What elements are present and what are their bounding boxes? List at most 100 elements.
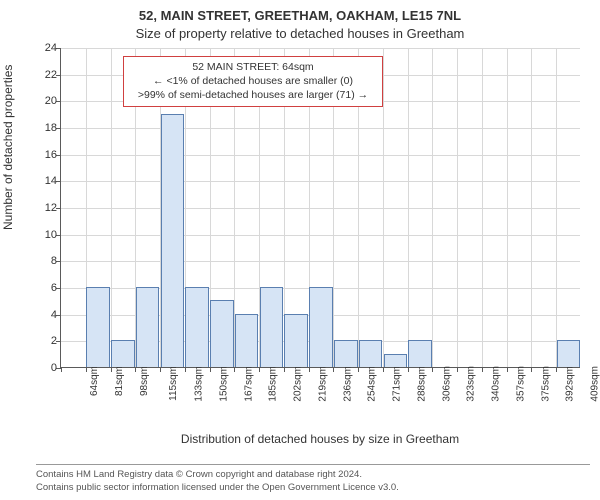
xtick-label: 409sqm	[590, 366, 600, 402]
xtick-label: 167sqm	[243, 366, 254, 402]
histogram-bar	[111, 340, 135, 367]
chart-title-line-1: 52, MAIN STREET, GREETHAM, OAKHAM, LE15 …	[0, 8, 600, 23]
histogram-bar	[235, 314, 259, 367]
plot-axes: 02468101214161820222464sqm81sqm98sqm115s…	[60, 48, 580, 368]
xtick-label: 219sqm	[317, 366, 328, 402]
gridline-v	[457, 48, 458, 367]
xtick-label: 288sqm	[416, 366, 427, 402]
attribution-footer: Contains HM Land Registry data © Crown c…	[36, 464, 590, 494]
xtick-label: 375sqm	[540, 366, 551, 402]
ytick-label: 8	[33, 255, 57, 267]
xtick-mark	[309, 367, 310, 372]
histogram-bar	[210, 300, 234, 367]
ytick-label: 14	[33, 175, 57, 187]
histogram-bar	[260, 287, 284, 367]
histogram-bar	[557, 340, 581, 367]
histogram-bar	[136, 287, 160, 367]
xtick-mark	[234, 367, 235, 372]
y-axis-label: Number of detached properties	[1, 65, 15, 230]
histogram-bar	[334, 340, 358, 367]
xtick-label: 236sqm	[342, 366, 353, 402]
xtick-mark	[284, 367, 285, 372]
xtick-label: 271sqm	[392, 366, 403, 402]
gridline-h	[61, 235, 580, 236]
ytick-label: 16	[33, 149, 57, 161]
xtick-mark	[61, 367, 62, 372]
gridline-h	[61, 155, 580, 156]
histogram-bar	[161, 114, 185, 367]
xtick-mark	[531, 367, 532, 372]
ytick-label: 20	[33, 95, 57, 107]
histogram-bar	[284, 314, 308, 367]
histogram-bar	[86, 287, 110, 367]
xtick-mark	[185, 367, 186, 372]
callout-line-3: >99% of semi-detached houses are larger …	[130, 88, 376, 102]
gridline-v	[432, 48, 433, 367]
xtick-label: 323sqm	[466, 366, 477, 402]
xtick-label: 115sqm	[168, 366, 179, 401]
histogram-bar	[359, 340, 383, 367]
callout-box: 52 MAIN STREET: 64sqm← <1% of detached h…	[123, 56, 383, 107]
xtick-label: 357sqm	[516, 366, 527, 402]
ytick-label: 6	[33, 282, 57, 294]
gridline-v	[531, 48, 532, 367]
gridline-v	[556, 48, 557, 367]
xtick-mark	[86, 367, 87, 372]
histogram-bar	[408, 340, 432, 367]
xtick-mark	[358, 367, 359, 372]
xtick-mark	[135, 367, 136, 372]
callout-line-2: ← <1% of detached houses are smaller (0)	[130, 74, 376, 88]
ytick-label: 2	[33, 335, 57, 347]
footer-line-1: Contains HM Land Registry data © Crown c…	[36, 469, 590, 481]
gridline-h	[61, 261, 580, 262]
xtick-mark	[408, 367, 409, 372]
xtick-label: 81sqm	[114, 366, 125, 396]
gridline-v	[507, 48, 508, 367]
xtick-label: 185sqm	[268, 366, 279, 402]
ytick-label: 4	[33, 309, 57, 321]
chart-title-line-2: Size of property relative to detached ho…	[0, 26, 600, 41]
xtick-label: 133sqm	[194, 366, 205, 402]
gridline-v	[482, 48, 483, 367]
plot-area: 02468101214161820222464sqm81sqm98sqm115s…	[60, 48, 580, 368]
xtick-label: 306sqm	[441, 366, 452, 402]
xtick-mark	[556, 367, 557, 372]
gridline-h	[61, 48, 580, 49]
histogram-bar	[309, 287, 333, 367]
gridline-v	[111, 48, 112, 367]
xtick-mark	[259, 367, 260, 372]
xtick-label: 202sqm	[293, 366, 304, 402]
xtick-label: 64sqm	[89, 366, 100, 396]
xtick-label: 98sqm	[139, 366, 150, 396]
callout-line-1: 52 MAIN STREET: 64sqm	[130, 60, 376, 74]
gridline-h	[61, 181, 580, 182]
xtick-mark	[210, 367, 211, 372]
xtick-mark	[482, 367, 483, 372]
ytick-label: 0	[33, 362, 57, 374]
ytick-label: 10	[33, 229, 57, 241]
xtick-label: 340sqm	[491, 366, 502, 402]
ytick-label: 18	[33, 122, 57, 134]
footer-line-2: Contains public sector information licen…	[36, 482, 590, 494]
histogram-bar	[384, 354, 408, 367]
xtick-mark	[383, 367, 384, 372]
xtick-label: 254sqm	[367, 366, 378, 402]
xtick-mark	[457, 367, 458, 372]
gridline-h	[61, 208, 580, 209]
xtick-mark	[432, 367, 433, 372]
gridline-v	[408, 48, 409, 367]
ytick-label: 24	[33, 42, 57, 54]
gridline-h	[61, 128, 580, 129]
x-axis-label: Distribution of detached houses by size …	[60, 432, 580, 446]
xtick-mark	[160, 367, 161, 372]
xtick-mark	[507, 367, 508, 372]
xtick-label: 150sqm	[218, 366, 229, 402]
xtick-mark	[333, 367, 334, 372]
ytick-label: 22	[33, 69, 57, 81]
xtick-label: 392sqm	[565, 366, 576, 402]
gridline-v	[383, 48, 384, 367]
ytick-label: 12	[33, 202, 57, 214]
chart-container: 52, MAIN STREET, GREETHAM, OAKHAM, LE15 …	[0, 0, 600, 500]
xtick-mark	[111, 367, 112, 372]
histogram-bar	[185, 287, 209, 367]
